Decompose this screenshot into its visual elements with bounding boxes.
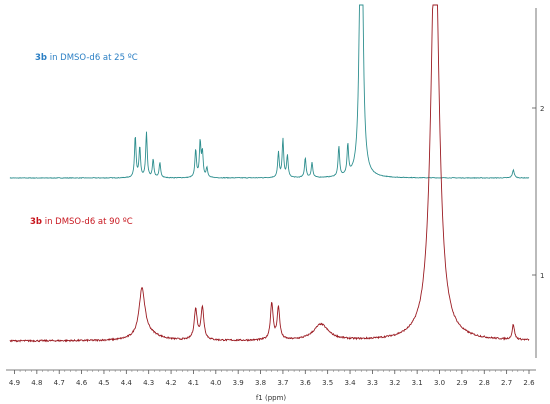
x-tick-label: 3.1 (412, 379, 423, 387)
x-tick-label: 3.5 (322, 379, 333, 387)
x-tick-label: 4.7 (54, 379, 65, 387)
x-tick-label: 3.4 (344, 379, 356, 387)
y-tick-label: 1 (540, 272, 544, 280)
condition-label: in DMSO-d6 at 25 ºC (47, 53, 138, 63)
x-tick-label: 2.6 (523, 379, 535, 387)
x-tick-label: 3.9 (233, 379, 244, 387)
x-tick-label: 4.1 (188, 379, 199, 387)
x-tick-label: 4.2 (165, 379, 176, 387)
x-tick-label: 3.2 (389, 379, 400, 387)
x-tick-label: 4.8 (31, 379, 42, 387)
x-tick-label: 3.7 (277, 379, 288, 387)
x-tick-label: 4.0 (210, 379, 221, 387)
x-tick-label: 3.8 (255, 379, 266, 387)
x-tick-label: 4.6 (76, 379, 88, 387)
spectrum-90c-line (9, 4, 530, 343)
x-tick-label: 4.3 (143, 379, 154, 387)
y-tick-label: 2 (540, 105, 544, 113)
x-ticks: 4.9 4.8 4.7 4.6 4.5 4.4 4.3 4.2 4.1 4.0 3.9 3.8 3.7 3… (9, 370, 535, 387)
compound-label: 3b (30, 217, 42, 227)
x-tick-label: 4.5 (98, 379, 109, 387)
compound-label: 3b (35, 53, 47, 63)
x-tick-label: 3.0 (434, 379, 445, 387)
x-tick-label: 2.7 (501, 379, 512, 387)
x-tick-label: 4.4 (121, 379, 133, 387)
x-tick-label: 3.3 (367, 379, 378, 387)
x-tick-label: 3.6 (300, 379, 312, 387)
spectrum-25c-line (9, 4, 530, 179)
x-axis-title: f1 (ppm) (256, 394, 287, 402)
x-tick-label: 2.9 (456, 379, 467, 387)
x-tick-label: 4.9 (9, 379, 20, 387)
spectrum-25c-label: 3b in DMSO-d6 at 25 ºC (35, 53, 138, 63)
condition-label: in DMSO-d6 at 90 ºC (42, 217, 133, 227)
x-tick-label: 2.8 (479, 379, 490, 387)
spectrum-90c-label: 3b in DMSO-d6 at 90 ºC (30, 217, 133, 227)
